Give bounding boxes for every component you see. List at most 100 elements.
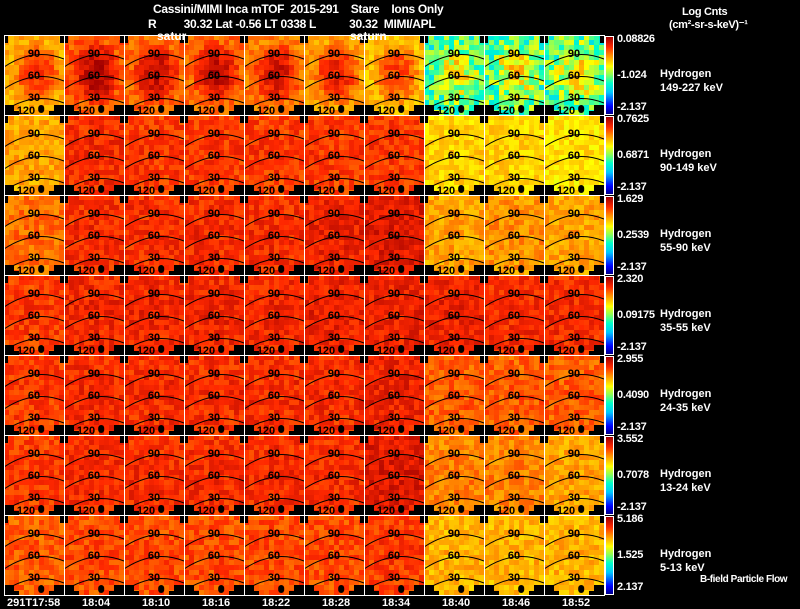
energy-range: 55-90 keV — [660, 242, 711, 254]
colorbar-min-label: -2.137 — [617, 341, 647, 353]
grid-line — [4, 115, 605, 116]
time-tick-label: 18:46 — [502, 597, 531, 609]
heatmap-panel — [364, 435, 424, 515]
grid-line — [184, 35, 185, 596]
heatmap-panel — [424, 355, 484, 435]
colorbar-mid-label: 0.7078 — [617, 469, 649, 481]
colorbar — [605, 276, 614, 355]
time-tick-label: 18:16 — [202, 597, 231, 609]
heatmap-panel — [484, 275, 544, 355]
heatmap-panel — [124, 35, 184, 115]
colorbar — [605, 516, 614, 595]
heatmap-panel — [64, 515, 124, 595]
species-name: Hydrogen — [660, 388, 712, 400]
heatmap-panel — [424, 35, 484, 115]
heatmap-panel — [184, 275, 244, 355]
grid-line — [364, 35, 365, 596]
heatmap-panel — [544, 195, 604, 275]
energy-range: 5-13 keV — [660, 562, 705, 574]
heatmap-panel — [484, 115, 544, 195]
time-tick-label: 18:28 — [322, 597, 351, 609]
position-info: R 30.32 Lat -0.56 LT 0338 L 30.32 MIMI/A… — [148, 17, 436, 31]
species-name: Hydrogen — [660, 68, 712, 80]
heatmap-panel — [364, 195, 424, 275]
colorbar-mid-label: 0.2539 — [617, 229, 649, 241]
heatmap-panel — [184, 35, 244, 115]
heatmap-panel — [304, 275, 364, 355]
heatmap-panel — [304, 515, 364, 595]
grid-line — [244, 35, 245, 596]
grid-line — [4, 355, 605, 356]
colorbar-max-label: 2.320 — [617, 273, 644, 285]
grid-line — [4, 35, 605, 36]
heatmap-panel — [544, 435, 604, 515]
heatmap-panel — [4, 275, 64, 355]
grid-line — [544, 35, 545, 596]
heatmap-panel — [484, 355, 544, 435]
heatmap-panel — [64, 355, 124, 435]
grid-line — [604, 35, 605, 596]
heatmap-panel — [364, 115, 424, 195]
species-name: Hydrogen — [660, 468, 712, 480]
heatmap-panel — [244, 275, 304, 355]
heatmap-panel — [124, 355, 184, 435]
heatmap-panel — [364, 515, 424, 595]
species-label: Hydrogen 5-13 keV — [660, 547, 711, 575]
grid-line — [4, 435, 605, 436]
heatmap-panel — [124, 115, 184, 195]
colorbar-mid-label: 1.525 — [617, 549, 644, 561]
heatmap-panel — [364, 35, 424, 115]
heatmap-panel — [124, 275, 184, 355]
heatmap-panel — [304, 115, 364, 195]
species-label: Hydrogen 35-55 keV — [660, 307, 711, 335]
units-formula: (cm²-sr-s-keV)⁻¹ — [669, 19, 748, 31]
heatmap-panel — [544, 115, 604, 195]
saturn-label: satur — [157, 29, 187, 43]
colorbar-mid-label: -1.024 — [617, 69, 647, 81]
species-name: Hydrogen — [660, 148, 712, 160]
heatmap-panel — [484, 195, 544, 275]
heatmap-panel — [244, 355, 304, 435]
heatmap-panel — [184, 115, 244, 195]
grid-line — [4, 195, 605, 196]
heatmap-panel — [64, 115, 124, 195]
time-tick-label: 291T17:58 — [7, 597, 61, 609]
heatmap-panel — [124, 515, 184, 595]
heatmap-panel — [64, 435, 124, 515]
grid-line — [4, 275, 605, 276]
heatmap-panel — [64, 35, 124, 115]
colorbar-min-label: -2.137 — [617, 261, 647, 273]
colorbar-max-label: 5.186 — [617, 513, 644, 525]
heatmap-panel — [124, 195, 184, 275]
colorbar — [605, 356, 614, 435]
time-tick-label: 18:52 — [562, 597, 591, 609]
grid-line — [64, 35, 65, 596]
time-tick-label: 18:10 — [142, 597, 171, 609]
heatmap-panel — [484, 435, 544, 515]
heatmap-panel — [304, 35, 364, 115]
heatmap-panel — [544, 515, 604, 595]
heatmap-panel — [64, 275, 124, 355]
colorbar-min-label: -2.137 — [617, 101, 647, 113]
heatmap-panel — [304, 195, 364, 275]
heatmap-panel — [184, 195, 244, 275]
colorbar-min-label: -2.137 — [617, 501, 647, 513]
heatmap-panel — [4, 115, 64, 195]
heatmap-panel — [484, 35, 544, 115]
colorbar-max-label: 0.08826 — [617, 33, 655, 45]
species-label: Hydrogen 24-35 keV — [660, 387, 711, 415]
time-tick-label: 18:40 — [442, 597, 471, 609]
footer-label: B-field Particle Flow — [700, 574, 788, 585]
colorbar — [605, 436, 614, 515]
colorbar-mid-label: 0.09175 — [617, 309, 655, 321]
heatmap-panel — [4, 355, 64, 435]
species-label: Hydrogen 149-227 keV — [660, 67, 723, 95]
units-label: Log Cnts — [682, 6, 728, 18]
heatmap-panel — [364, 355, 424, 435]
heatmap-panel — [4, 515, 64, 595]
heatmap-panel — [244, 35, 304, 115]
heatmap-panel — [544, 35, 604, 115]
species-label: Hydrogen 13-24 keV — [660, 467, 711, 495]
energy-range: 13-24 keV — [660, 482, 711, 494]
heatmap-panel — [544, 355, 604, 435]
